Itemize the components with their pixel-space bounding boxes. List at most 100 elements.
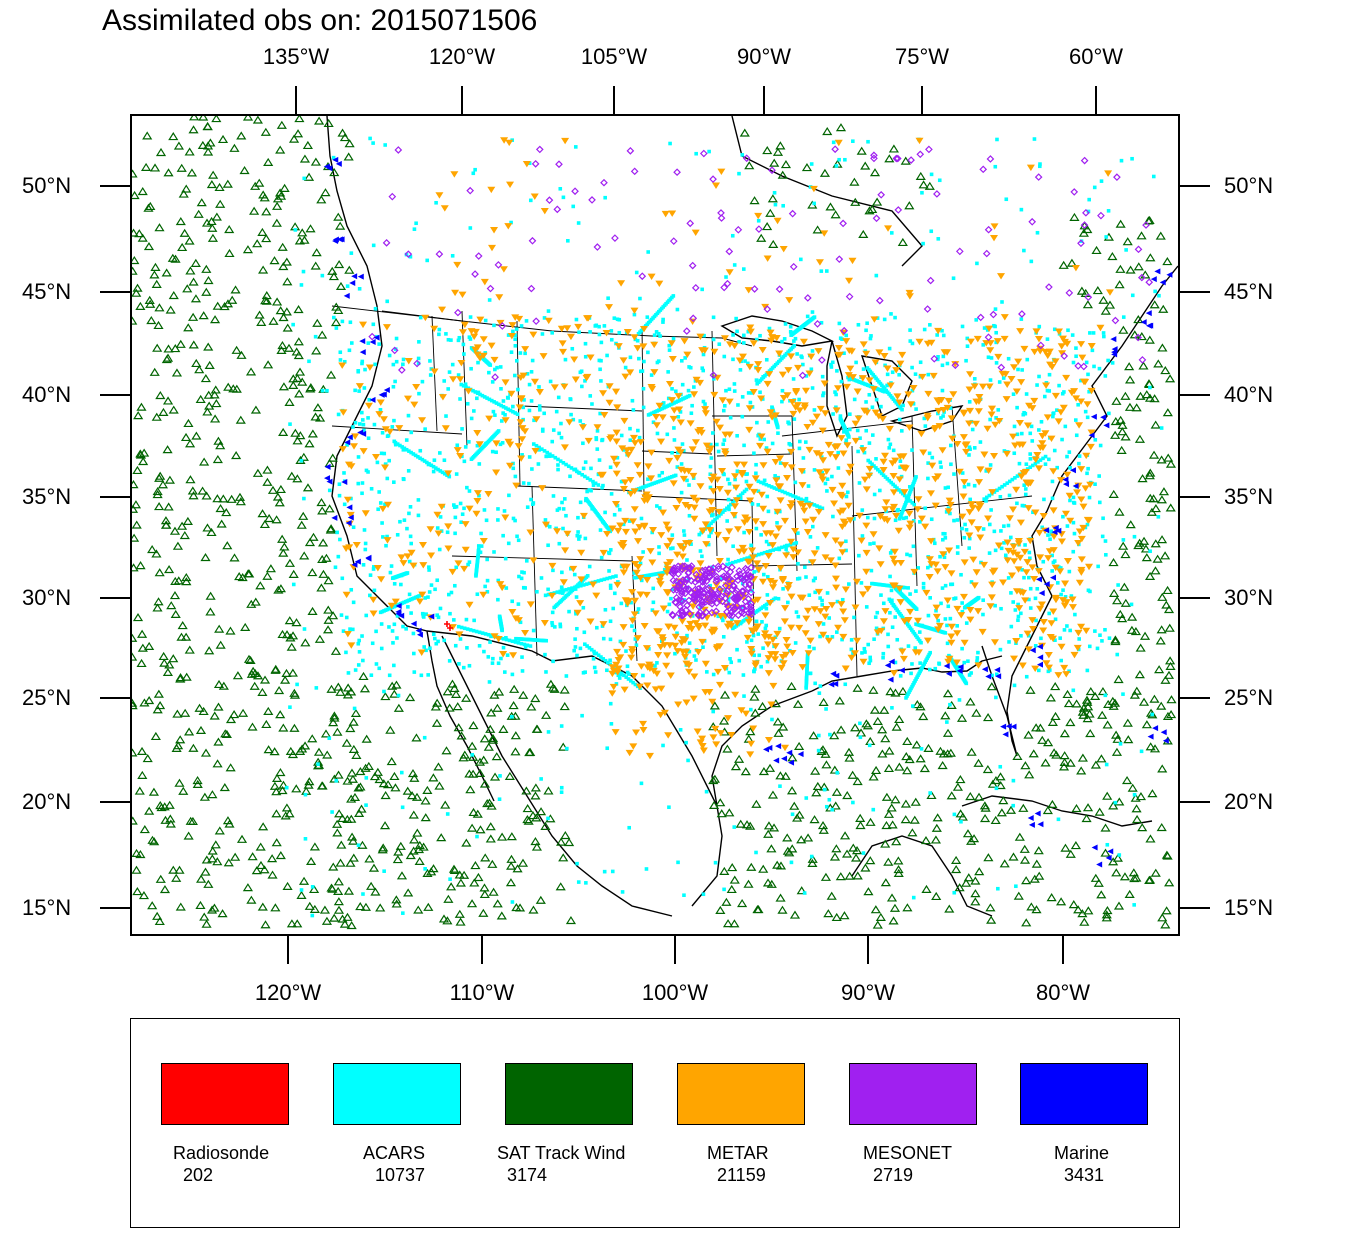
acars-marker (854, 360, 858, 365)
sat-track-wind-marker (288, 380, 299, 390)
sat-track-wind-marker (155, 147, 167, 157)
sat-track-wind-marker (560, 830, 571, 840)
acars-marker (825, 269, 829, 273)
acars-marker (546, 587, 550, 592)
observation-map (130, 114, 1180, 936)
sat-track-wind-marker (267, 854, 278, 863)
metar-marker (1032, 328, 1041, 335)
acars-marker (1071, 549, 1076, 554)
sat-track-wind-marker (734, 754, 745, 763)
sat-track-wind-marker (478, 908, 489, 917)
acars-marker (794, 541, 799, 545)
great-lakes-erie (889, 405, 964, 432)
sat-track-wind-marker (768, 823, 780, 832)
sat-track-wind-marker (1149, 300, 1160, 309)
acars-marker (657, 551, 661, 556)
acars-marker (793, 495, 798, 499)
sat-track-wind-marker (333, 770, 344, 779)
sat-track-wind-marker (372, 767, 383, 776)
sat-track-wind-marker (163, 564, 175, 574)
metar-marker (754, 367, 763, 374)
sat-track-wind-marker (1157, 592, 1168, 601)
acars-marker (867, 661, 871, 666)
sat-track-wind-marker (199, 912, 210, 921)
sat-track-wind-marker (138, 891, 150, 900)
sat-track-wind-marker (188, 125, 199, 134)
acars-marker (597, 324, 601, 329)
sat-track-wind-marker (942, 689, 954, 698)
acars-marker (807, 645, 812, 649)
metar-marker (814, 621, 823, 628)
metar-marker (782, 636, 791, 644)
acars-marker (1030, 439, 1035, 443)
sat-track-wind-marker (870, 765, 882, 775)
metar-marker (1022, 569, 1031, 576)
sat-track-wind-marker (952, 782, 963, 791)
acars-marker (925, 656, 929, 661)
sat-track-wind-marker (196, 874, 207, 883)
sat-track-wind-marker (256, 317, 267, 326)
metar-marker (517, 455, 526, 462)
acars-marker (597, 332, 602, 337)
acars-marker (510, 714, 514, 719)
sat-track-wind-marker (1163, 670, 1175, 679)
acars-marker (576, 584, 580, 589)
acars-marker (602, 869, 607, 874)
acars-marker (992, 323, 996, 328)
sat-track-wind-marker (888, 144, 899, 153)
sat-track-wind-marker (351, 750, 362, 759)
acars-marker (911, 544, 916, 549)
acars-marker (735, 433, 739, 438)
sat-track-wind-marker (1131, 873, 1142, 882)
acars-marker (836, 466, 841, 470)
acars-marker (1104, 235, 1108, 239)
metar-marker (1057, 538, 1066, 545)
sat-track-wind-marker (1138, 361, 1149, 370)
acars-marker (492, 323, 496, 328)
sat-track-wind-marker (872, 920, 883, 929)
acars-marker (585, 476, 590, 480)
metar-marker (449, 376, 458, 383)
acars-marker (577, 330, 581, 335)
sat-track-wind-marker (289, 723, 300, 732)
sat-track-wind-marker (261, 291, 272, 300)
acars-marker (906, 644, 911, 648)
metar-marker (642, 645, 651, 652)
acars-marker (477, 462, 482, 466)
acars-marker (732, 389, 737, 393)
sat-track-wind-marker (900, 156, 911, 165)
metar-marker (1024, 646, 1033, 653)
sat-track-wind-marker (510, 731, 521, 740)
sat-track-wind-marker (321, 553, 332, 562)
acars-marker (367, 397, 372, 402)
acars-marker (1019, 207, 1024, 212)
acars-marker (475, 396, 479, 401)
acars-marker (1063, 595, 1068, 599)
sat-track-wind-marker (812, 225, 823, 234)
metar-marker (895, 399, 904, 406)
acars-marker (851, 139, 855, 143)
sat-track-wind-marker (1081, 813, 1092, 823)
sat-track-wind-marker (359, 684, 371, 693)
acars-marker (515, 534, 519, 539)
sat-track-wind-marker (179, 530, 190, 540)
sat-track-wind-marker (865, 736, 876, 746)
state-border (951, 405, 963, 547)
sat-track-wind-marker (132, 701, 138, 710)
sat-track-wind-marker (1128, 868, 1139, 877)
acars-marker (655, 661, 659, 665)
sat-track-wind-marker (893, 865, 904, 874)
acars-marker (834, 164, 839, 168)
acars-marker (395, 636, 399, 640)
acars-marker (870, 581, 874, 586)
metar-marker (768, 542, 777, 549)
acars-marker (612, 316, 617, 320)
sat-track-wind-marker (758, 766, 770, 776)
sat-track-wind-marker (308, 532, 319, 541)
acars-marker (436, 639, 440, 644)
acars-marker (407, 449, 411, 453)
acars-marker (392, 663, 396, 668)
acars-marker (1070, 333, 1075, 337)
acars-marker (727, 504, 731, 509)
metar-marker (1043, 414, 1052, 421)
